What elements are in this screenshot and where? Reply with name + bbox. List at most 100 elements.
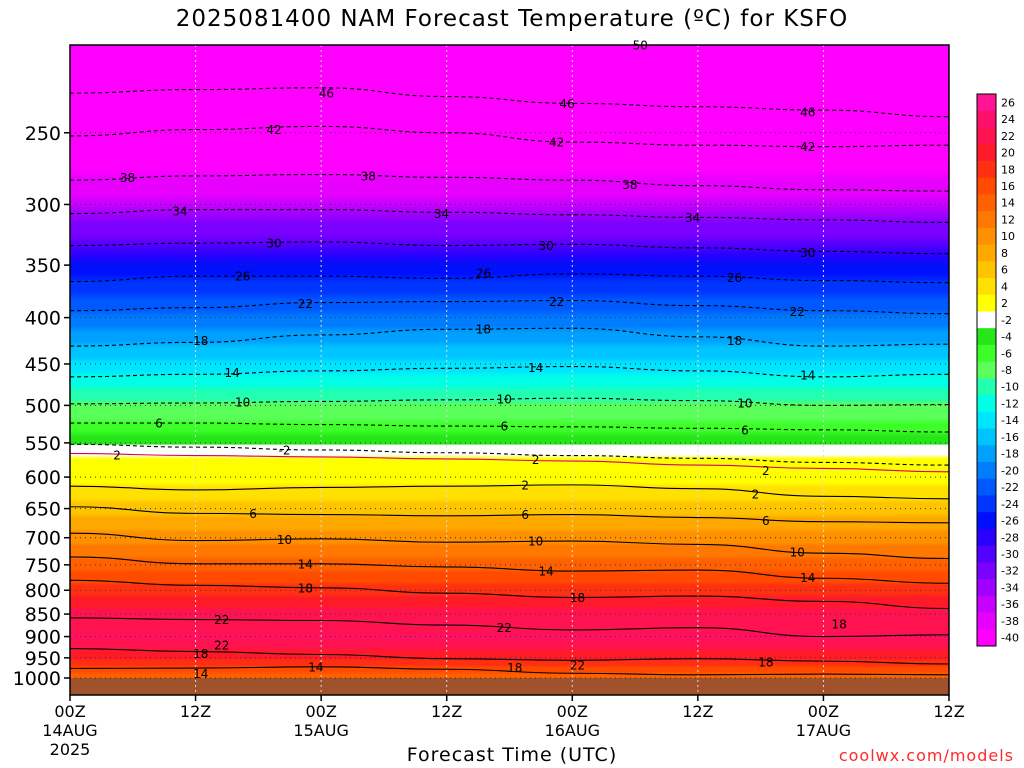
colorbar-swatch (977, 562, 996, 580)
contour-label: 34 (434, 207, 449, 221)
contour-label: 30 (800, 246, 815, 260)
contour-label: 14 (298, 557, 313, 571)
colorbar-label: -18 (1001, 448, 1019, 461)
colorbar-swatch (977, 261, 996, 279)
colorbar-swatch (977, 495, 996, 513)
colorbar-label: -32 (1001, 565, 1019, 578)
colorbar-swatch (977, 94, 996, 112)
grid-layer (70, 45, 949, 695)
contour-label: 18 (727, 334, 742, 348)
colorbar-label: 4 (1001, 280, 1008, 293)
contour-label: 6 (741, 423, 749, 437)
contour-label: 14 (800, 571, 815, 585)
y-tick-label: 500 (25, 395, 61, 417)
colorbar-label: -28 (1001, 531, 1019, 544)
colorbar-swatch (977, 311, 996, 329)
colorbar-swatch (977, 462, 996, 480)
colorbar-swatch (977, 595, 996, 613)
x-tick-label: 14AUG (42, 721, 97, 740)
colorbar-frame (976, 93, 997, 647)
y-tick-label: 700 (25, 528, 61, 550)
contour-label: 22 (570, 659, 585, 673)
contour-label: 26 (235, 270, 250, 284)
y-tick-label: 400 (25, 308, 61, 330)
contour-label: 30 (266, 237, 281, 251)
colorbar-label: 24 (1001, 113, 1015, 126)
colorbar-swatch (977, 194, 996, 212)
contour-label: 18 (758, 655, 773, 669)
x-tick-label: 00Z (808, 702, 839, 721)
colorbar-swatch (977, 378, 996, 396)
colorbar-swatch (977, 127, 996, 145)
x-tick-label: 12Z (431, 702, 462, 721)
chart-title: 2025081400 NAM Forecast Temperature (ºC)… (175, 6, 849, 32)
contour-label: 46 (559, 97, 574, 111)
contour-label: 22 (214, 613, 229, 627)
colorbar-label: 20 (1001, 147, 1015, 160)
x-tick-label: 15AUG (293, 721, 348, 740)
contour-label: 18 (193, 334, 208, 348)
colorbar-swatch (977, 227, 996, 245)
colorbar-swatch (977, 612, 996, 630)
contour-label: 10 (737, 397, 752, 411)
colorbar-label: 10 (1001, 230, 1015, 243)
colorbar-swatch (977, 328, 996, 346)
y-tick-label: 250 (25, 123, 61, 145)
y-tick-label: 600 (25, 467, 61, 489)
colorbar-label: -16 (1001, 431, 1019, 444)
colorbar-swatch (977, 110, 996, 128)
contour-label: 2 (752, 487, 760, 501)
y-tick-label: 850 (25, 604, 61, 626)
contour-label: 38 (120, 171, 135, 185)
colorbar-label: -40 (1001, 632, 1019, 645)
isotherm-26 (70, 273, 949, 284)
temperature-field (70, 45, 949, 695)
contour-label: 10 (528, 535, 543, 549)
x-tick-label: 12Z (933, 702, 964, 721)
contour-label: 18 (298, 581, 313, 595)
contour-label: 22 (214, 639, 229, 653)
isotherm-10 (70, 532, 949, 560)
isotherm-10 (70, 397, 949, 406)
y-tick-label: 1000 (13, 668, 61, 690)
colorbar-label: -6 (1001, 347, 1012, 360)
contour-label: -2 (279, 443, 291, 457)
contour-label: 10 (790, 546, 805, 560)
colorbar-label: 16 (1001, 180, 1015, 193)
colorbar-swatch (977, 244, 996, 262)
colorbar-swatch (977, 395, 996, 413)
colorbar-label: -26 (1001, 515, 1019, 528)
contour-label: 2 (532, 453, 540, 467)
contour-label: 18 (193, 647, 208, 661)
colorbar-label: 18 (1001, 163, 1015, 176)
contour-label: 34 (685, 211, 700, 225)
colorbar-swatch (977, 144, 996, 162)
isotherm-18 (70, 648, 949, 665)
x-tick-label: 00Z (557, 702, 588, 721)
x-tick-label: 00Z (305, 702, 336, 721)
contour-label: 2 (762, 464, 770, 478)
y-tick-label: 900 (25, 627, 61, 649)
colorbar-label: -38 (1001, 615, 1019, 628)
x-tick-label: 00Z (54, 702, 85, 721)
credit-text: coolwx.com/models (838, 746, 1014, 765)
colorbar-swatch (977, 512, 996, 530)
colorbar-swatch (977, 411, 996, 429)
contour-label: 10 (277, 533, 292, 547)
colorbar-swatch (977, 478, 996, 496)
contour-label: 14 (225, 366, 240, 380)
colorbar-label: -34 (1001, 581, 1019, 594)
colorbar-swatch (977, 278, 996, 296)
y-tick-label: 750 (25, 555, 61, 577)
contour-label: 26 (476, 266, 491, 280)
x-axis-title: Forecast Time (UTC) (406, 744, 618, 766)
contour-label: 6 (521, 508, 529, 522)
colorbar-swatch (977, 428, 996, 446)
isotherm-6 (70, 422, 949, 433)
plot-area (70, 45, 949, 695)
isotherm-30 (70, 241, 949, 255)
colorbar-label: 12 (1001, 213, 1015, 226)
terrain-band (70, 678, 949, 695)
contour-label: 14 (193, 667, 208, 681)
